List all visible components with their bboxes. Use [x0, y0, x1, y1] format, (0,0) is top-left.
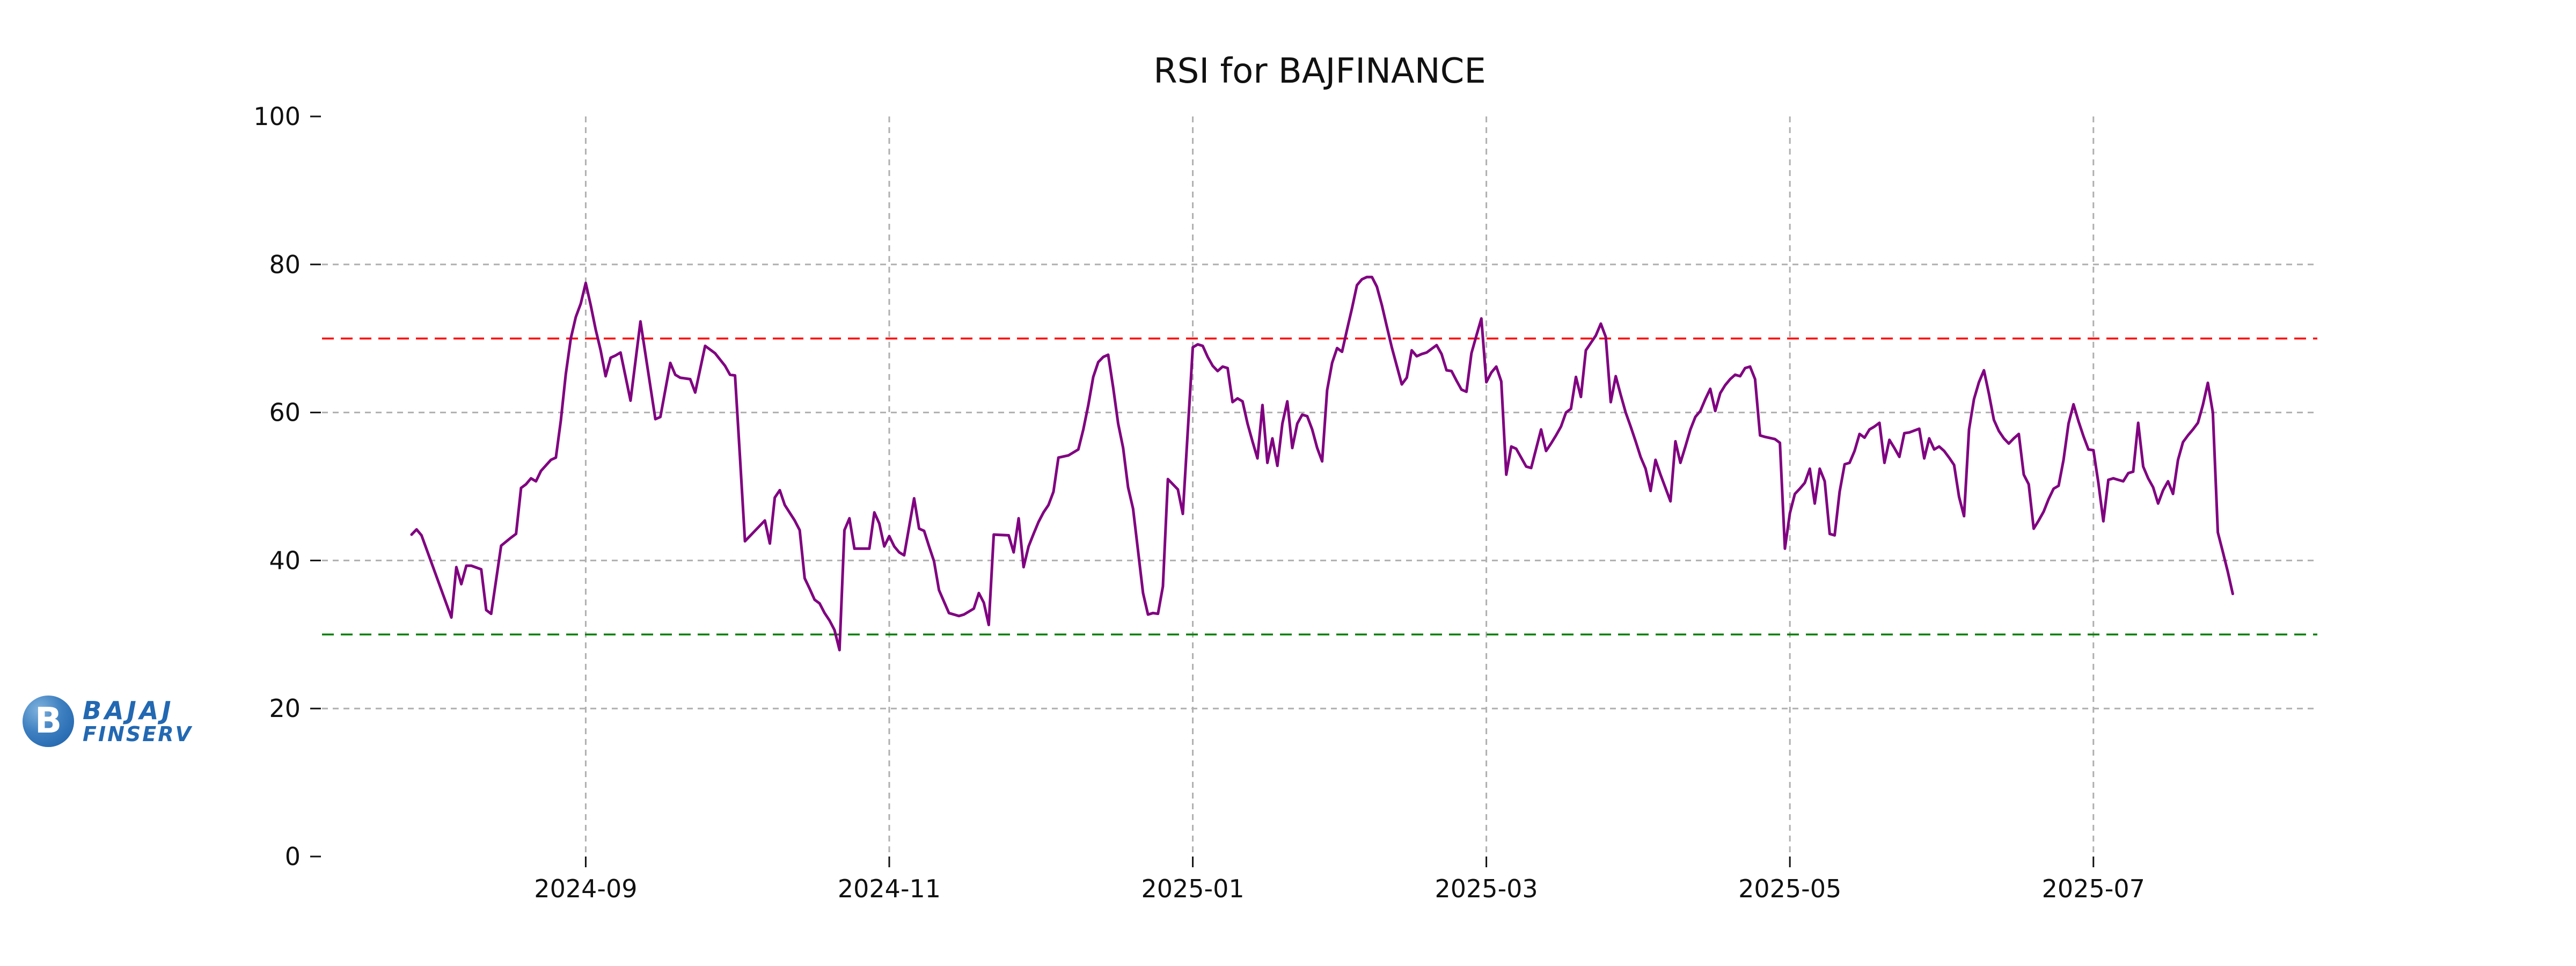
x-tick-label: 2025-07 [2042, 874, 2145, 903]
chart-title: RSI for BAJFINANCE [1153, 52, 1486, 91]
logo-line-bajaj: BAJAJ [83, 696, 174, 725]
y-tick-label: 80 [269, 250, 301, 279]
x-tick-label: 2025-03 [1435, 874, 1538, 903]
y-tick-label: 0 [285, 842, 301, 871]
bajaj-finserv-logo: B BAJAJ FINSERV [23, 696, 193, 747]
y-tick-label: 60 [269, 398, 301, 427]
y-tick-label: 20 [269, 694, 301, 723]
x-tick-label: 2025-05 [1738, 874, 1841, 903]
logo-line-finserv: FINSERV [83, 722, 193, 746]
x-tick-label: 2024-09 [534, 874, 637, 903]
y-tick-label: 40 [269, 546, 301, 575]
bajaj-logo-text: BAJAJ FINSERV [83, 698, 193, 744]
x-tick-label: 2025-01 [1141, 874, 1244, 903]
bajaj-logo-icon: B [23, 696, 74, 747]
rsi-series-line [410, 275, 2234, 652]
x-tick-label: 2024-11 [838, 874, 941, 903]
y-tick-label: 100 [253, 102, 301, 131]
